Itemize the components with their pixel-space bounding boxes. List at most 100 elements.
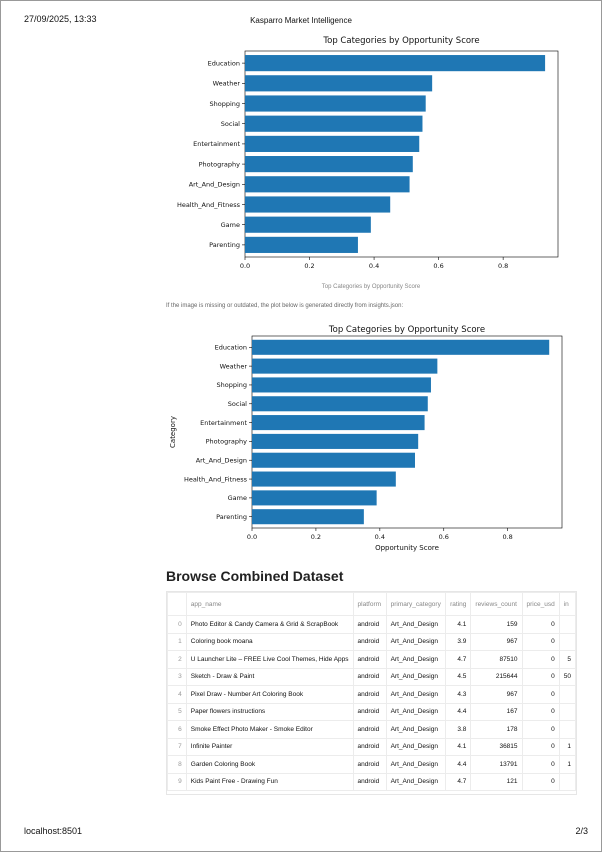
table-cell[interactable]: Art_And_Design xyxy=(385,720,447,739)
table-cell[interactable] xyxy=(558,772,576,791)
table-row[interactable]: 3 Sketch - Draw & Paint android Art_And_Des… xyxy=(167,667,576,686)
table-cell[interactable]: 967 xyxy=(470,632,523,651)
table-cell[interactable]: 87510 xyxy=(470,650,523,669)
table-cell[interactable]: Kids Paint Free - Drawing Fun xyxy=(185,772,354,791)
table-cell[interactable]: 0 xyxy=(521,772,560,791)
table-row[interactable]: 7 Infinite Painter android Art_And_Design 4.… xyxy=(167,737,576,756)
table-cell[interactable]: Sketch - Draw & Paint xyxy=(185,667,354,686)
table-cell[interactable]: Garden Coloring Book xyxy=(185,755,354,774)
table-cell[interactable]: 3.8 xyxy=(445,720,472,739)
table-cell[interactable]: 215644 xyxy=(470,667,523,686)
table-cell[interactable]: android xyxy=(352,685,387,704)
row-index[interactable]: 7 xyxy=(167,737,187,756)
table-cell[interactable]: 4.7 xyxy=(445,650,472,669)
row-index[interactable]: 9 xyxy=(167,772,187,791)
table-cell[interactable]: 121 xyxy=(470,772,523,791)
table-cell[interactable]: 13791 xyxy=(470,755,523,774)
table-cell[interactable]: 4.1 xyxy=(445,737,472,756)
table-cell[interactable]: android xyxy=(352,632,387,651)
table-cell[interactable]: Art_And_Design xyxy=(385,737,447,756)
table-cell[interactable]: 1 xyxy=(558,737,576,756)
table-cell[interactable]: 4.7 xyxy=(445,772,472,791)
column-header-in[interactable]: in xyxy=(558,592,576,616)
table-cell[interactable]: 1 xyxy=(558,755,576,774)
table-row[interactable]: 4 Pixel Draw - Number Art Coloring Book an… xyxy=(167,685,576,704)
table-cell[interactable]: 0 xyxy=(521,702,560,721)
table-cell[interactable]: Smoke Effect Photo Maker - Smoke Editor xyxy=(185,720,354,739)
table-cell[interactable] xyxy=(558,685,576,704)
table-cell[interactable]: 967 xyxy=(470,685,523,704)
table-cell[interactable]: 36815 xyxy=(470,737,523,756)
x-tick-label: 0.8 xyxy=(502,533,512,541)
row-index[interactable]: 8 xyxy=(167,755,187,774)
table-row[interactable]: 5 Paper flowers instructions android Art_An… xyxy=(167,702,576,721)
column-header-price-usd[interactable]: price_usd xyxy=(521,592,560,616)
table-cell[interactable]: 0 xyxy=(521,685,560,704)
table-cell[interactable]: Art_And_Design xyxy=(385,615,447,634)
column-header-primary-category[interactable]: primary_category xyxy=(385,592,447,616)
table-cell[interactable]: 0 xyxy=(521,650,560,669)
table-cell[interactable]: 178 xyxy=(470,720,523,739)
table-cell[interactable]: android xyxy=(352,650,387,669)
table-cell[interactable]: Art_And_Design xyxy=(385,667,447,686)
table-cell[interactable]: 4.3 xyxy=(445,685,472,704)
table-cell[interactable] xyxy=(558,615,576,634)
table-cell[interactable]: 0 xyxy=(521,615,560,634)
table-cell[interactable]: 4.1 xyxy=(445,615,472,634)
table-cell[interactable]: 3.9 xyxy=(445,632,472,651)
table-cell[interactable]: U Launcher Lite – FREE Live Cool Themes,… xyxy=(185,650,354,669)
table-row[interactable]: 1 Coloring book moana android Art_And_Desig… xyxy=(167,632,576,651)
table-cell[interactable]: Art_And_Design xyxy=(385,685,447,704)
table-cell[interactable]: 4.4 xyxy=(445,702,472,721)
row-index[interactable]: 2 xyxy=(167,650,187,669)
table-cell[interactable]: 4.5 xyxy=(445,667,472,686)
table-cell[interactable]: 0 xyxy=(521,667,560,686)
table-row[interactable]: 8 Garden Coloring Book android Art_And_Desi… xyxy=(167,755,576,774)
table-cell[interactable]: android xyxy=(352,755,387,774)
table-cell[interactable]: Coloring book moana xyxy=(185,632,354,651)
table-cell[interactable]: 159 xyxy=(470,615,523,634)
table-cell[interactable]: Paper flowers instructions xyxy=(185,702,354,721)
table-cell[interactable]: Pixel Draw - Number Art Coloring Book xyxy=(185,685,354,704)
row-index[interactable]: 6 xyxy=(167,720,187,739)
column-header-rating[interactable]: rating xyxy=(445,592,472,616)
dataset-table[interactable]: app_name platform primary_category rating re… xyxy=(166,591,577,795)
table-cell[interactable]: 0 xyxy=(521,720,560,739)
table-cell[interactable]: 0 xyxy=(521,737,560,756)
table-cell[interactable]: 167 xyxy=(470,702,523,721)
table-cell[interactable]: Infinite Painter xyxy=(185,737,354,756)
table-cell[interactable]: android xyxy=(352,615,387,634)
table-cell[interactable]: android xyxy=(352,702,387,721)
table-cell[interactable] xyxy=(558,720,576,739)
table-cell[interactable]: android xyxy=(352,720,387,739)
table-cell[interactable]: android xyxy=(352,737,387,756)
table-cell[interactable]: 4.4 xyxy=(445,755,472,774)
table-cell[interactable]: Art_And_Design xyxy=(385,702,447,721)
column-header-reviews-count[interactable]: reviews_count xyxy=(470,592,523,616)
table-cell[interactable]: android xyxy=(352,667,387,686)
table-cell[interactable]: Photo Editor & Candy Camera & Grid & Scr… xyxy=(185,615,354,634)
table-cell[interactable]: 5 xyxy=(558,650,576,669)
row-index[interactable]: 4 xyxy=(167,685,187,704)
table-cell[interactable]: Art_And_Design xyxy=(385,650,447,669)
row-index[interactable]: 5 xyxy=(167,702,187,721)
table-cell[interactable] xyxy=(558,702,576,721)
table-row[interactable]: 0 Photo Editor & Candy Camera & Grid & Sc… xyxy=(167,615,576,634)
row-index[interactable]: 3 xyxy=(167,667,187,686)
index-column-header[interactable] xyxy=(167,592,187,616)
table-cell[interactable]: Art_And_Design xyxy=(385,755,447,774)
row-index[interactable]: 0 xyxy=(167,615,187,634)
column-header-app-name[interactable]: app_name xyxy=(185,592,354,616)
table-cell[interactable]: 50 xyxy=(558,667,576,686)
table-cell[interactable]: 0 xyxy=(521,755,560,774)
table-cell[interactable]: Art_And_Design xyxy=(385,772,447,791)
row-index[interactable]: 1 xyxy=(167,632,187,651)
table-row[interactable]: 6 Smoke Effect Photo Maker - Smoke Editor… xyxy=(167,720,576,739)
table-row[interactable]: 9 Kids Paint Free - Drawing Fun android Art… xyxy=(167,772,576,791)
table-cell[interactable] xyxy=(558,632,576,651)
table-cell[interactable]: android xyxy=(352,772,387,791)
table-cell[interactable]: Art_And_Design xyxy=(385,632,447,651)
table-cell[interactable]: 0 xyxy=(521,632,560,651)
column-header-platform[interactable]: platform xyxy=(352,592,387,616)
